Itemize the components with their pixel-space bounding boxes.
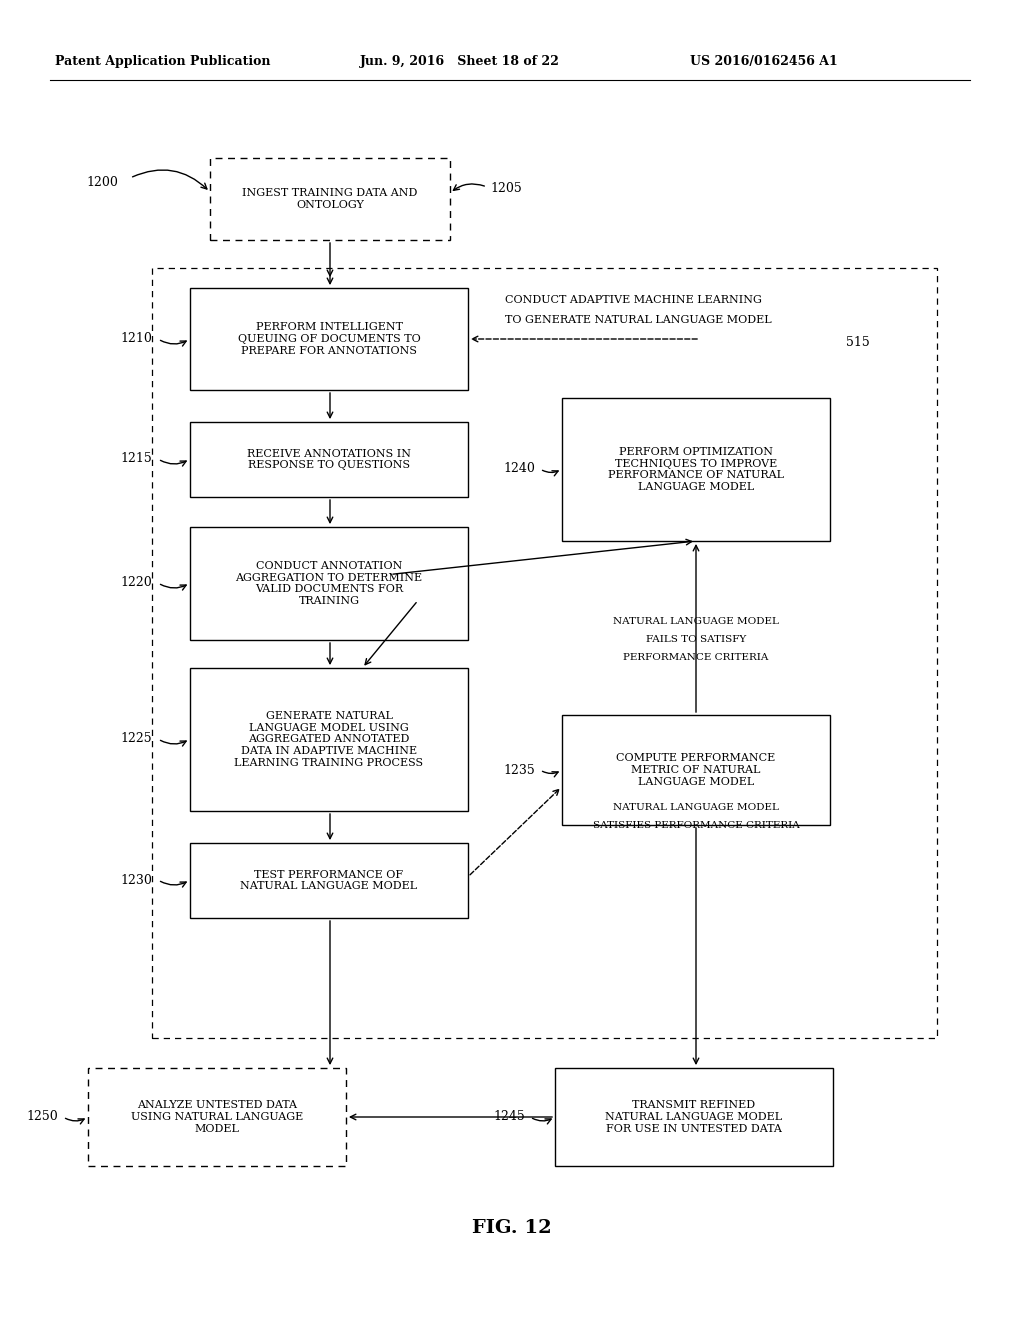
- Text: Patent Application Publication: Patent Application Publication: [55, 55, 270, 69]
- Text: COMPUTE PERFORMANCE
METRIC OF NATURAL
LANGUAGE MODEL: COMPUTE PERFORMANCE METRIC OF NATURAL LA…: [616, 754, 775, 787]
- Text: 1200: 1200: [86, 176, 118, 189]
- Text: TO GENERATE NATURAL LANGUAGE MODEL: TO GENERATE NATURAL LANGUAGE MODEL: [505, 315, 772, 325]
- Text: PERFORM OPTIMIZATION
TECHNIQUES TO IMPROVE
PERFORMANCE OF NATURAL
LANGUAGE MODEL: PERFORM OPTIMIZATION TECHNIQUES TO IMPRO…: [608, 447, 784, 492]
- Bar: [190, 527, 468, 640]
- Text: 1220: 1220: [120, 577, 152, 590]
- Text: PERFORMANCE CRITERIA: PERFORMANCE CRITERIA: [624, 653, 769, 663]
- Text: 1230: 1230: [120, 874, 152, 887]
- Text: CONDUCT ANNOTATION
AGGREGATION TO DETERMINE
VALID DOCUMENTS FOR
TRAINING: CONDUCT ANNOTATION AGGREGATION TO DETERM…: [236, 561, 423, 606]
- Bar: [190, 422, 468, 498]
- Text: 1245: 1245: [494, 1110, 525, 1123]
- Text: ANALYZE UNTESTED DATA
USING NATURAL LANGUAGE
MODEL: ANALYZE UNTESTED DATA USING NATURAL LANG…: [131, 1101, 303, 1134]
- Bar: [210, 158, 450, 240]
- Bar: [190, 288, 468, 389]
- Text: US 2016/0162456 A1: US 2016/0162456 A1: [690, 55, 838, 69]
- Text: FIG. 12: FIG. 12: [472, 1218, 552, 1237]
- Text: SATISFIES PERFORMANCE CRITERIA: SATISFIES PERFORMANCE CRITERIA: [593, 821, 800, 829]
- Text: 1225: 1225: [121, 733, 152, 746]
- Text: PERFORM INTELLIGENT
QUEUING OF DOCUMENTS TO
PREPARE FOR ANNOTATIONS: PERFORM INTELLIGENT QUEUING OF DOCUMENTS…: [238, 322, 421, 355]
- Text: Jun. 9, 2016   Sheet 18 of 22: Jun. 9, 2016 Sheet 18 of 22: [360, 55, 560, 69]
- Text: NATURAL LANGUAGE MODEL: NATURAL LANGUAGE MODEL: [613, 618, 779, 627]
- Text: GENERATE NATURAL
LANGUAGE MODEL USING
AGGREGATED ANNOTATED
DATA IN ADAPTIVE MACH: GENERATE NATURAL LANGUAGE MODEL USING AG…: [234, 711, 424, 768]
- Text: 1235: 1235: [503, 763, 535, 776]
- Bar: [555, 1068, 833, 1166]
- Text: INGEST TRAINING DATA AND
ONTOLOGY: INGEST TRAINING DATA AND ONTOLOGY: [243, 189, 418, 210]
- Text: 515: 515: [846, 335, 870, 348]
- Text: TEST PERFORMANCE OF
NATURAL LANGUAGE MODEL: TEST PERFORMANCE OF NATURAL LANGUAGE MOD…: [241, 870, 418, 891]
- Bar: [562, 399, 830, 541]
- Text: FAILS TO SATISFY: FAILS TO SATISFY: [646, 635, 746, 644]
- Text: RECEIVE ANNOTATIONS IN
RESPONSE TO QUESTIONS: RECEIVE ANNOTATIONS IN RESPONSE TO QUEST…: [247, 449, 411, 470]
- Bar: [190, 668, 468, 810]
- Bar: [562, 715, 830, 825]
- Text: 1210: 1210: [120, 333, 152, 346]
- Text: TRANSMIT REFINED
NATURAL LANGUAGE MODEL
FOR USE IN UNTESTED DATA: TRANSMIT REFINED NATURAL LANGUAGE MODEL …: [605, 1101, 782, 1134]
- Text: 1250: 1250: [27, 1110, 58, 1123]
- Text: 1205: 1205: [490, 181, 522, 194]
- Bar: [152, 268, 937, 1038]
- Text: 1240: 1240: [503, 462, 535, 475]
- Text: 1215: 1215: [120, 453, 152, 466]
- Bar: [88, 1068, 346, 1166]
- Bar: [190, 843, 468, 917]
- Text: NATURAL LANGUAGE MODEL: NATURAL LANGUAGE MODEL: [613, 804, 779, 813]
- Text: CONDUCT ADAPTIVE MACHINE LEARNING: CONDUCT ADAPTIVE MACHINE LEARNING: [505, 294, 762, 305]
